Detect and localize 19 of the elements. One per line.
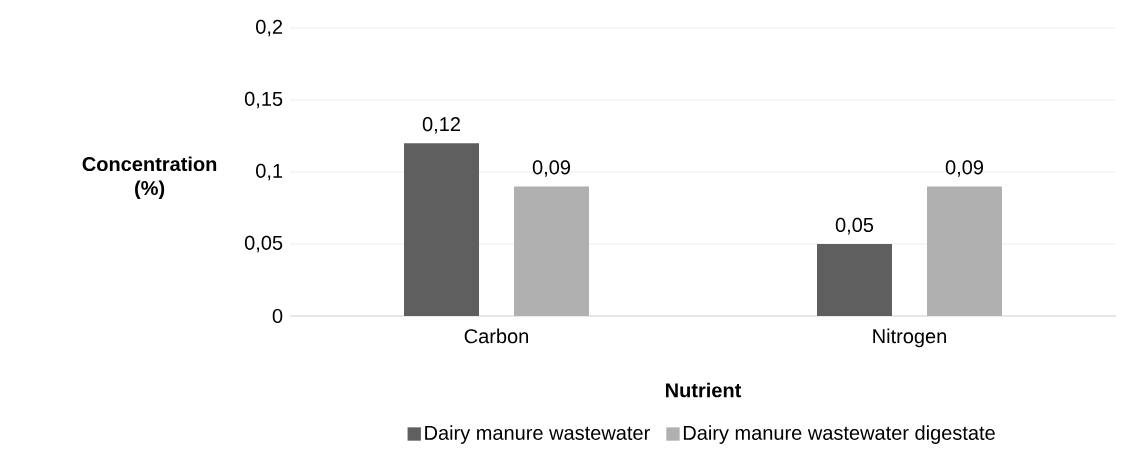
x-axis-title: Nutrient — [666, 382, 742, 398]
bar — [404, 143, 479, 316]
data-label: 0,05 — [835, 217, 874, 235]
y-axis-title: Concentration (%) — [82, 156, 217, 200]
bar — [514, 186, 589, 316]
legend-label: Dairy manure wastewater — [425, 425, 650, 444]
y-tick-label: 0,1 — [256, 163, 283, 181]
x-tick-label: Carbon — [464, 328, 528, 344]
y-tick-label: 0,05 — [244, 235, 283, 253]
x-tick-label: Nitrogen — [873, 328, 946, 348]
data-label: 0,12 — [422, 117, 460, 134]
y-tick-label: 0,15 — [244, 91, 283, 109]
y-tick-label: 0,2 — [256, 19, 283, 37]
y-tick-label: 0 — [272, 308, 283, 324]
bar — [927, 186, 1002, 316]
data-label: 0,09 — [945, 160, 983, 177]
bar — [817, 243, 892, 316]
legend-label: Dairy manure wastewater digestate — [683, 425, 995, 444]
data-label: 0,09 — [532, 160, 570, 177]
